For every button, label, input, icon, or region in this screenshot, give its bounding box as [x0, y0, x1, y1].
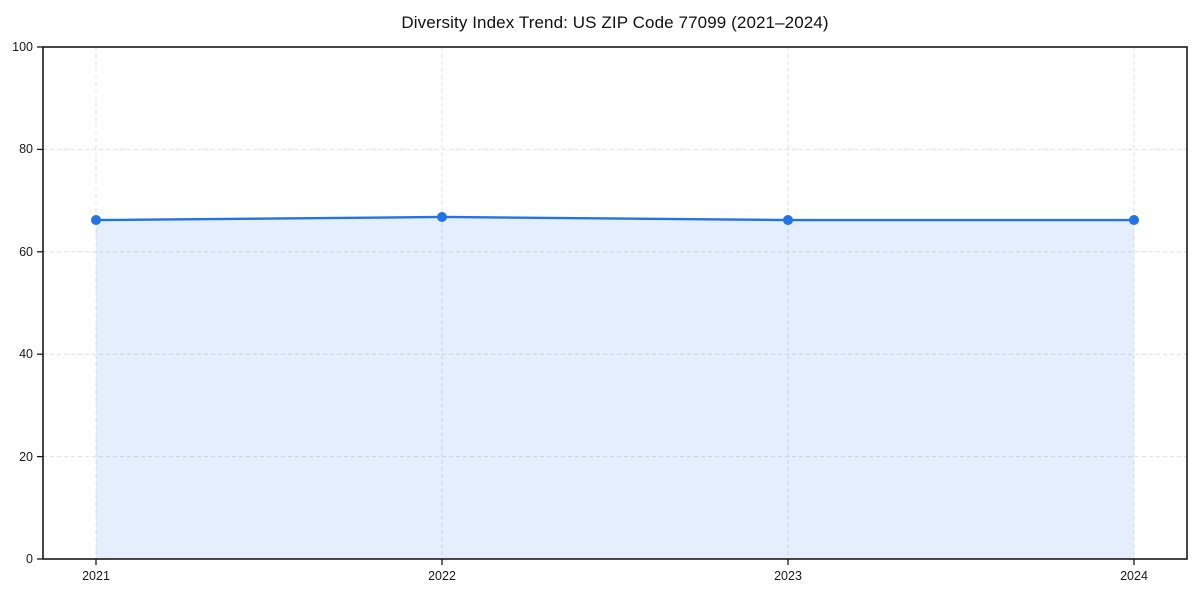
area-fill	[96, 216, 1134, 559]
x-tick-label: 2022	[428, 569, 456, 583]
y-tick-label: 40	[19, 347, 33, 362]
x-tick-label: 2021	[82, 569, 110, 583]
plot-border	[42, 46, 1188, 560]
data-point-2021	[91, 215, 101, 226]
trend-line	[94, 215, 1136, 222]
y-tick-label: 100	[12, 40, 33, 54]
data-point-2024	[1129, 215, 1139, 226]
data-point-2023	[783, 215, 793, 226]
data-point-2022	[437, 211, 447, 222]
x-tick-label: 2024	[1120, 569, 1148, 583]
y-tick-label: 60	[19, 244, 33, 259]
y-tick-label: 80	[19, 142, 33, 157]
x-tick-label: 2023	[774, 569, 802, 583]
y-tick-label: 20	[19, 449, 33, 464]
chart-title: Diversity Index Trend: US ZIP Code 77099…	[401, 13, 829, 32]
y-tick-label: 0	[26, 552, 33, 566]
